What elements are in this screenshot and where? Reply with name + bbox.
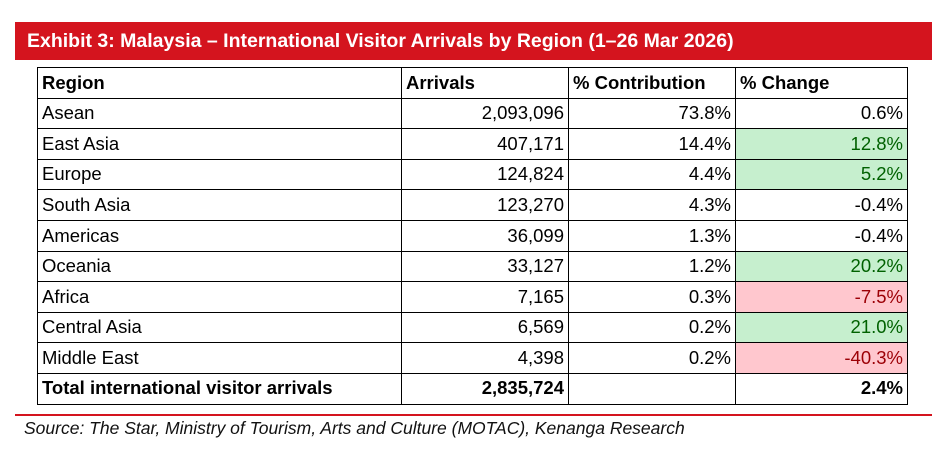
contribution-cell: 0.3%: [568, 281, 736, 313]
contribution-cell: 4.4%: [568, 158, 736, 191]
source-note: Source: The Star, Ministry of Tourism, A…: [24, 418, 685, 438]
arrivals-cell: 123,270: [401, 189, 569, 221]
total-label: Total international visitor arrivals: [37, 372, 402, 405]
arrivals-cell: 33,127: [401, 250, 569, 283]
contribution-cell: 14.4%: [568, 128, 736, 160]
region-cell: Americas: [37, 219, 402, 252]
region-cell: Oceania: [37, 250, 402, 283]
arrivals-cell: 6,569: [401, 311, 569, 344]
region-cell: East Asia: [37, 128, 402, 160]
arrivals-cell: 7,165: [401, 281, 569, 313]
table-row: Africa 7,165 0.3% -7.5%: [37, 281, 908, 313]
table-header-row: Region Arrivals % Contribution % Change: [37, 67, 908, 99]
total-contribution: [568, 372, 736, 405]
change-cell: 12.8%: [735, 128, 908, 160]
change-cell: 5.2%: [735, 158, 908, 191]
table-row: Americas 36,099 1.3% -0.4%: [37, 219, 908, 252]
arrivals-cell: 36,099: [401, 219, 569, 252]
contribution-cell: 4.3%: [568, 189, 736, 221]
region-cell: Central Asia: [37, 311, 402, 344]
contribution-cell: 73.8%: [568, 97, 736, 130]
header-region: Region: [37, 67, 402, 99]
change-cell: 20.2%: [735, 250, 908, 283]
arrivals-cell: 124,824: [401, 158, 569, 191]
arrivals-cell: 2,093,096: [401, 97, 569, 130]
contribution-cell: 0.2%: [568, 342, 736, 374]
table-row: East Asia 407,171 14.4% 12.8%: [37, 128, 908, 160]
total-arrivals: 2,835,724: [401, 372, 569, 405]
footer-divider: [15, 414, 932, 416]
region-cell: Europe: [37, 158, 402, 191]
region-cell: Africa: [37, 281, 402, 313]
table-row: Central Asia 6,569 0.2% 21.0%: [37, 311, 908, 344]
exhibit-title: Exhibit 3: Malaysia – International Visi…: [27, 29, 734, 52]
table-row: Oceania 33,127 1.2% 20.2%: [37, 250, 908, 283]
total-row: Total international visitor arrivals 2,8…: [37, 372, 908, 405]
change-cell: 21.0%: [735, 311, 908, 344]
table-row: South Asia 123,270 4.3% -0.4%: [37, 189, 908, 221]
change-cell: -0.4%: [735, 189, 908, 221]
region-cell: South Asia: [37, 189, 402, 221]
arrivals-cell: 407,171: [401, 128, 569, 160]
header-change: % Change: [735, 67, 908, 99]
change-cell: -0.4%: [735, 219, 908, 252]
change-cell: -40.3%: [735, 342, 908, 374]
header-contribution: % Contribution: [568, 67, 736, 99]
region-cell: Middle East: [37, 342, 402, 374]
table-row: Middle East 4,398 0.2% -40.3%: [37, 342, 908, 374]
contribution-cell: 1.3%: [568, 219, 736, 252]
contribution-cell: 1.2%: [568, 250, 736, 283]
header-arrivals: Arrivals: [401, 67, 569, 99]
exhibit-title-banner: Exhibit 3: Malaysia – International Visi…: [15, 22, 932, 60]
contribution-cell: 0.2%: [568, 311, 736, 344]
table-body: Asean 2,093,096 73.8% 0.6% East Asia 407…: [37, 97, 908, 405]
table-row: Europe 124,824 4.4% 5.2%: [37, 158, 908, 191]
arrivals-cell: 4,398: [401, 342, 569, 374]
table-row: Asean 2,093,096 73.8% 0.6%: [37, 97, 908, 130]
visitor-arrivals-table: Region Arrivals % Contribution % Change …: [37, 67, 908, 405]
change-cell: 0.6%: [735, 97, 908, 130]
total-change: 2.4%: [735, 372, 908, 405]
change-cell: -7.5%: [735, 281, 908, 313]
region-cell: Asean: [37, 97, 402, 130]
